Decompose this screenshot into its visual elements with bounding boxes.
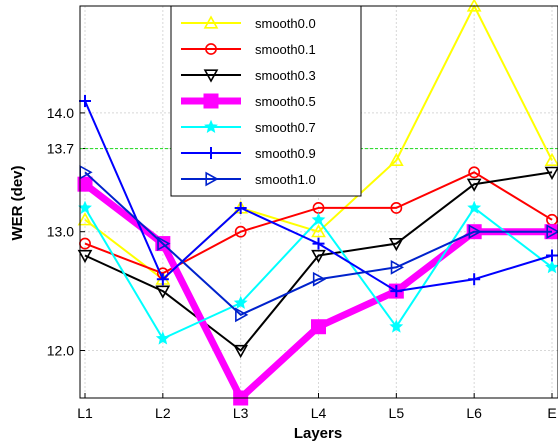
series-smooth0-3 — [77, 166, 558, 359]
data-point — [467, 200, 482, 214]
legend-label: smooth0.3 — [255, 68, 316, 83]
x-tick-label: E — [547, 405, 556, 421]
data-point — [388, 237, 404, 252]
data-point — [79, 95, 91, 108]
y-tick-label: 13.0 — [47, 224, 74, 240]
data-point — [468, 166, 481, 179]
data-point — [311, 249, 326, 264]
legend-item: smooth0.9 — [181, 146, 316, 161]
legend-marker — [203, 93, 219, 109]
x-axis-label: Layers — [294, 425, 342, 442]
series-smooth0-9 — [79, 95, 558, 298]
data-point — [312, 271, 327, 287]
y-axis-label: WER (dev) — [9, 165, 26, 240]
x-tick-label: L2 — [155, 405, 171, 421]
data-point — [78, 200, 92, 214]
data-point — [466, 178, 482, 192]
legend-label: smooth0.9 — [255, 146, 316, 161]
data-point — [390, 259, 404, 275]
legend-item: smooth0.3 — [181, 68, 316, 83]
data-point — [155, 331, 170, 345]
legend-label: smooth0.0 — [255, 16, 316, 31]
data-point — [235, 307, 249, 323]
y-tick-label: 14.0 — [47, 105, 74, 121]
legend-marker — [203, 15, 219, 29]
data-point — [234, 225, 247, 238]
data-point — [157, 236, 171, 251]
legend-label: smooth1.0 — [255, 172, 316, 187]
data-point — [311, 212, 326, 226]
data-point — [389, 319, 404, 333]
y-tick-labels: 12.0 13.0 13.7 14.0 — [47, 105, 74, 359]
data-point — [468, 273, 481, 286]
data-point — [544, 152, 558, 167]
legend: smooth0.0 smooth0.1 smooth0.3 smooth0.5 smoo… — [170, 5, 362, 197]
data-point — [546, 224, 558, 240]
series-line — [84, 171, 552, 316]
legend-item: smooth0.7 — [181, 119, 316, 135]
data-point — [388, 152, 404, 167]
legend-marker — [205, 43, 217, 55]
data-point — [156, 273, 169, 286]
legend-marker — [203, 69, 219, 83]
data-point — [311, 224, 326, 238]
legend-item: smooth0.5 — [181, 93, 316, 109]
series-smooth0-7 — [78, 200, 558, 345]
x-tick-labels: L1 L2 L3 L4 L5 L6 E — [77, 405, 556, 421]
data-point — [390, 285, 403, 298]
data-point — [155, 285, 171, 299]
legend-label: smooth0.5 — [255, 94, 316, 109]
series-group — [77, 0, 558, 406]
x-tick-label: L6 — [466, 405, 482, 421]
x-tick-label: L4 — [311, 405, 327, 421]
data-point — [233, 295, 248, 309]
legend-marker — [204, 119, 218, 133]
y-tick-label: 12.0 — [47, 342, 74, 358]
legend-item: smooth1.0 — [181, 171, 316, 187]
data-point — [311, 319, 326, 335]
data-point — [233, 344, 249, 359]
legend-marker — [205, 147, 217, 159]
data-point — [77, 176, 93, 192]
y-tick-label: 13.7 — [47, 141, 74, 157]
data-point — [77, 249, 93, 264]
data-point — [468, 224, 482, 240]
legend-marker — [205, 171, 219, 187]
legend-item: smooth0.1 — [181, 42, 316, 57]
series-smooth1-0 — [79, 164, 558, 323]
data-point — [312, 237, 325, 250]
x-tick-label: L3 — [233, 405, 249, 421]
x-tick-label: L5 — [389, 405, 405, 421]
x-tick-label: L1 — [77, 405, 93, 421]
data-point — [77, 212, 93, 226]
data-point — [390, 202, 403, 214]
legend-label: smooth0.1 — [255, 42, 316, 57]
data-point — [545, 260, 558, 274]
data-point — [544, 166, 558, 180]
data-point — [466, 0, 482, 12]
legend-label: smooth0.7 — [255, 120, 316, 135]
legend-item: smooth0.0 — [181, 15, 316, 31]
data-point — [546, 249, 558, 262]
data-point — [234, 201, 247, 214]
series-line — [84, 171, 553, 352]
